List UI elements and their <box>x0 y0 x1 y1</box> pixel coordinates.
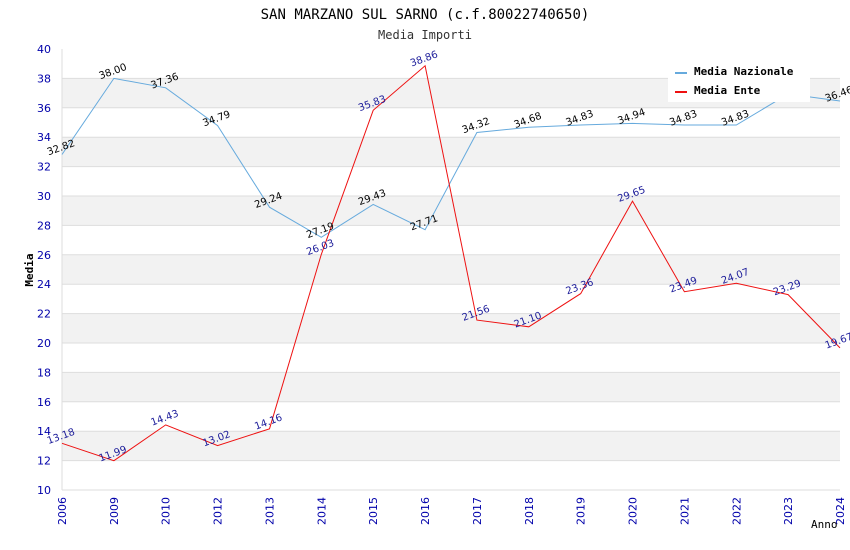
x-tick-label: 2023 <box>782 497 795 525</box>
y-tick-label: 22 <box>37 308 51 321</box>
y-tick-label: 32 <box>37 161 51 174</box>
series-line-media-nazionale <box>61 77 841 238</box>
grid-band <box>62 107 840 138</box>
legend: Media Nazionale Media Ente <box>668 60 810 102</box>
x-tick-label: 2022 <box>730 497 743 525</box>
x-tick-label: 2017 <box>471 497 484 525</box>
y-tick-label: 36 <box>37 102 51 115</box>
y-tick-label: 12 <box>37 455 51 468</box>
grid-band <box>62 137 840 167</box>
x-tick-label: 2021 <box>678 497 691 525</box>
y-tick-label: 16 <box>37 396 51 409</box>
y-tick-label: 28 <box>37 219 51 232</box>
grid-band <box>62 460 840 490</box>
x-tick-label: 2018 <box>523 497 536 525</box>
x-tick-label: 2014 <box>315 497 328 525</box>
legend-box <box>668 60 810 102</box>
y-tick-label: 10 <box>37 484 51 497</box>
y-tick-label: 34 <box>37 131 51 144</box>
y-tick-label: 20 <box>37 337 51 350</box>
grid-band <box>62 313 840 343</box>
x-tick-label: 2010 <box>160 497 173 525</box>
legend-label-media-ente: Media Ente <box>694 84 761 97</box>
grid-bands <box>61 49 840 491</box>
x-axis-label: Anno <box>811 518 838 531</box>
y-tick-label: 30 <box>37 190 51 203</box>
grid-band <box>62 401 840 432</box>
y-tick-label: 18 <box>37 366 51 379</box>
x-tick-label: 2015 <box>367 497 380 525</box>
y-axis-ticks: 10 12 14 16 18 20 22 24 26 28 30 32 34 36 38 40 <box>37 43 51 497</box>
y-tick-label: 26 <box>37 249 51 262</box>
y-tick-label: 40 <box>37 43 51 56</box>
legend-label-media-nazionale: Media Nazionale <box>694 65 794 78</box>
grid-band <box>62 225 840 255</box>
x-tick-label: 2006 <box>56 497 69 525</box>
series-line-media-ente <box>61 64 841 462</box>
grid-band <box>62 372 840 402</box>
series-lines <box>61 64 841 462</box>
grid-band <box>62 431 840 461</box>
y-tick-label: 24 <box>37 278 51 291</box>
grid-band <box>62 343 840 373</box>
x-tick-label: 2016 <box>419 497 432 525</box>
y-axis-label: Media <box>23 253 36 286</box>
x-tick-label: 2012 <box>212 497 225 525</box>
x-tick-label: 2020 <box>627 497 640 525</box>
x-tick-label: 2019 <box>575 497 588 525</box>
x-tick-label: 2024 <box>834 497 847 525</box>
x-tick-label: 2009 <box>108 497 121 525</box>
chart-subtitle: Media Importi <box>378 28 472 42</box>
chart-title: SAN MARZANO SUL SARNO (c.f.80022740650) <box>261 7 590 23</box>
x-tick-label: 2013 <box>263 497 276 525</box>
x-axis-ticks: 2006 2009 2010 2012 2013 2014 2015 2016 2017 2018… <box>56 497 847 525</box>
grid-band <box>62 196 840 226</box>
grid-band <box>62 254 840 285</box>
y-tick-label: 38 <box>37 72 51 85</box>
y-tick-label: 14 <box>37 425 51 438</box>
grid-band <box>62 284 840 314</box>
